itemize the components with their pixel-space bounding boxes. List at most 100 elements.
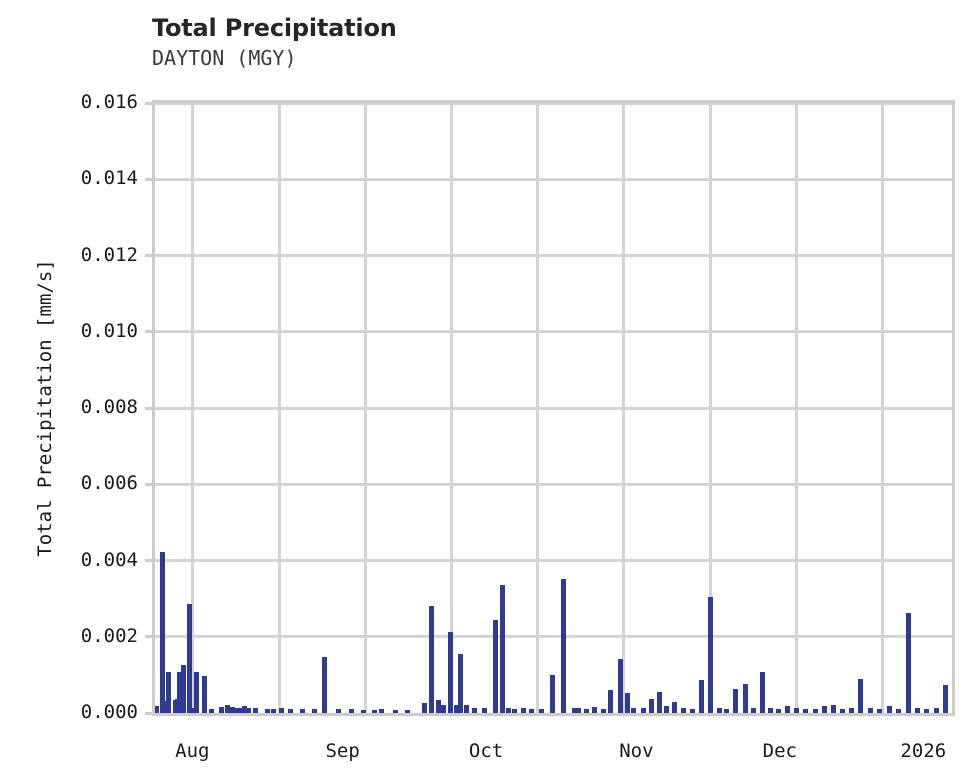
y-tick-mark (145, 635, 152, 639)
y-tick-mark (145, 254, 152, 257)
bar (166, 671, 172, 713)
bar (571, 707, 577, 713)
y-tick-mark (145, 711, 152, 715)
bar (733, 689, 739, 713)
bar (201, 675, 207, 713)
bar (505, 708, 511, 713)
y-tick-label: 0.012 (80, 243, 138, 266)
bar (229, 706, 235, 713)
bar (803, 709, 809, 713)
y-tick-mark (145, 101, 152, 105)
bar (933, 708, 939, 713)
y-tick-mark (145, 406, 152, 410)
gridline-vertical (708, 100, 712, 716)
bar (822, 706, 828, 713)
x-tick-label: Dec (762, 740, 797, 762)
gridline-vertical (450, 100, 454, 716)
y-tick-mark (145, 330, 152, 334)
bar (360, 709, 366, 713)
bar (454, 705, 460, 713)
x-tick-label: Nov (619, 740, 654, 762)
bar (915, 708, 921, 713)
gridline-vertical (364, 100, 368, 716)
bar (392, 709, 398, 713)
bar (768, 708, 774, 713)
bar (348, 709, 354, 713)
bar (743, 684, 749, 713)
bar (943, 684, 949, 713)
bar (784, 705, 790, 713)
bar (631, 707, 637, 713)
bar (322, 656, 328, 713)
bar (428, 605, 434, 713)
bar (877, 709, 883, 713)
bar (379, 709, 385, 713)
bar (624, 693, 630, 713)
bar (288, 709, 294, 713)
bar (422, 703, 428, 713)
y-tick-label: 0.008 (80, 396, 138, 418)
bar (656, 692, 662, 713)
x-tick-label: Oct (468, 740, 504, 762)
axis-line-left (152, 100, 155, 716)
bar (848, 707, 854, 713)
bar (831, 704, 837, 713)
bar (690, 709, 696, 713)
gridline-vertical (880, 100, 884, 716)
bar (716, 708, 722, 713)
gridline-vertical (622, 100, 626, 716)
title-block: Total Precipitation DAYTON (MGY) (152, 14, 852, 71)
bar (592, 706, 598, 713)
bar (583, 709, 589, 713)
bar (208, 709, 214, 713)
gridline-horizontal (152, 406, 955, 410)
bar (560, 579, 566, 713)
gridline-horizontal (152, 254, 955, 257)
bar (576, 708, 582, 713)
y-tick-mark (145, 559, 152, 562)
bar (618, 658, 624, 713)
bar (463, 705, 469, 713)
gridline-horizontal (152, 635, 955, 639)
bar (219, 706, 225, 713)
bar (188, 708, 194, 713)
bar (177, 671, 183, 713)
bar (237, 707, 243, 713)
axis-line-top (152, 100, 955, 103)
axis-line-right (952, 100, 955, 716)
bar (265, 709, 271, 713)
bar (372, 709, 378, 713)
bar (839, 709, 845, 713)
x-tick-label: 2026 (900, 740, 947, 762)
bar (776, 709, 782, 713)
gridline-horizontal (152, 559, 955, 562)
y-axis-label: Total Precipitation [mm/s] (34, 259, 56, 557)
gridline-horizontal (152, 177, 955, 181)
bar (441, 704, 447, 713)
bar (886, 706, 892, 713)
bar (671, 702, 677, 713)
bar (299, 709, 305, 713)
bar (549, 674, 555, 713)
bar (159, 552, 165, 713)
bar (448, 632, 454, 713)
bar (180, 664, 186, 713)
y-tick-label: 0.002 (80, 624, 138, 647)
bar (458, 653, 464, 713)
bar (336, 709, 342, 713)
bar (499, 584, 505, 713)
bar (161, 706, 167, 713)
bar (472, 707, 478, 713)
bar (312, 709, 318, 713)
gridline-vertical (794, 100, 798, 716)
y-tick-label: 0.010 (80, 319, 138, 342)
gridline-vertical (277, 100, 281, 716)
bar (492, 619, 498, 713)
bar (680, 708, 686, 713)
gridline-horizontal (152, 482, 955, 486)
y-tick-mark (145, 177, 152, 181)
gridline-vertical (536, 100, 540, 716)
bar (896, 709, 902, 713)
bar (607, 689, 613, 713)
bar (924, 709, 930, 713)
